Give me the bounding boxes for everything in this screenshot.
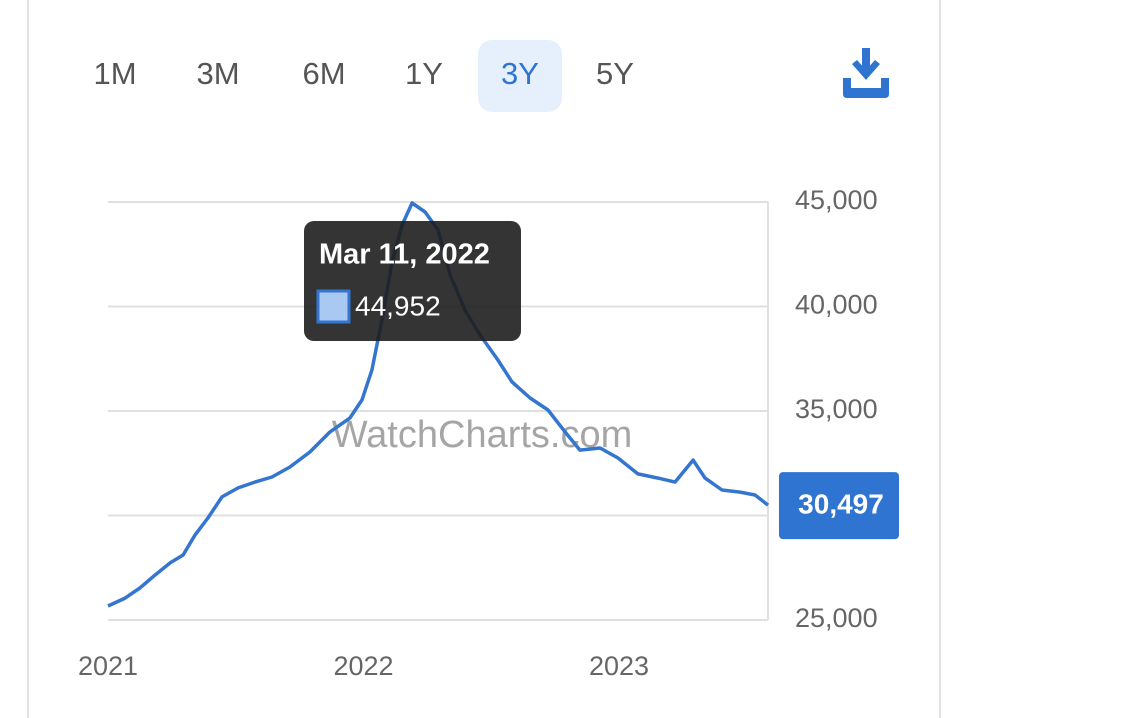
- y-tick-label: 40,000: [795, 290, 878, 320]
- price-line: [107, 201, 770, 608]
- tooltip-value: 44,952: [355, 290, 441, 321]
- range-button[interactable]: 1Y: [405, 56, 443, 91]
- range-button[interactable]: 6M: [302, 56, 345, 91]
- last-value-label: 30,497: [798, 489, 884, 520]
- y-tick-label: 45,000: [795, 185, 878, 215]
- tooltip: Mar 11, 2022 44,952: [304, 221, 521, 341]
- last-value-badge: [779, 472, 899, 540]
- range-button[interactable]: 3Y: [501, 56, 539, 91]
- range-button[interactable]: 3M: [196, 56, 239, 91]
- x-tick-label: 2022: [333, 651, 393, 681]
- tooltip-swatch: [316, 289, 351, 324]
- x-tick-label: 2021: [78, 651, 138, 681]
- range-button-bg[interactable]: [478, 40, 562, 112]
- y-tick-label: 35,000: [795, 394, 878, 424]
- range-button[interactable]: 1M: [93, 56, 136, 91]
- tooltip-box: [304, 221, 521, 341]
- download-icon[interactable]: [843, 48, 889, 98]
- range-button[interactable]: 5Y: [596, 56, 634, 91]
- y-tick-label: 25,000: [795, 603, 878, 633]
- x-tick-label: 2023: [589, 651, 649, 681]
- tooltip-title: Mar 11, 2022: [319, 239, 490, 271]
